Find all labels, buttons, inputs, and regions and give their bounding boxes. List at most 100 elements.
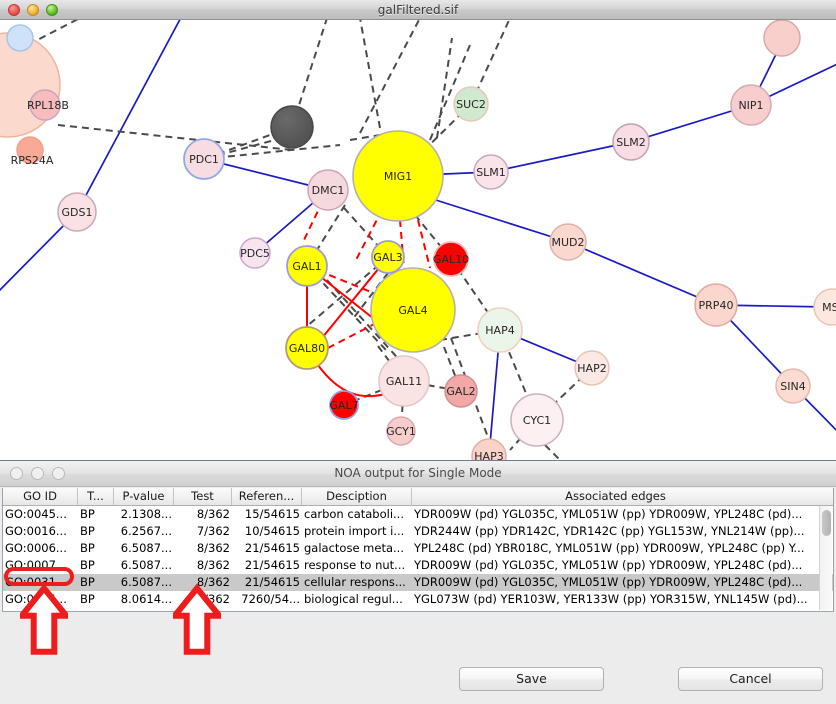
node-label-hap2: HAP2 — [577, 362, 606, 375]
network-graph[interactable]: RPL18B RPS24A GDS1 PDC1 PDC5 DMC1 MIG1 S… — [0, 20, 836, 460]
cell-type: BP — [80, 592, 95, 606]
cell-reference: 21/54615 — [244, 575, 300, 589]
cell-test: 7/362 — [196, 524, 230, 538]
network-nodes[interactable]: RPL18B RPS24A GDS1 PDC1 PDC5 DMC1 MIG1 S… — [0, 20, 836, 460]
table-vertical-scrollbar[interactable] — [819, 506, 832, 610]
noa-minimize-button[interactable] — [31, 467, 44, 480]
table-row[interactable]: GO:0006... BP 6.5087... 8/362 21/54615 galact… — [3, 540, 833, 557]
cell-description: protein import i... — [304, 524, 405, 538]
node-topleft-partial[interactable] — [6, 24, 34, 52]
table-row[interactable]: GO:0065...BP8.0614...94/3627260/54...bio… — [3, 591, 833, 608]
node-large-unlabeled[interactable] — [0, 32, 61, 138]
column-header-description[interactable]: Desciption — [302, 488, 412, 505]
node-unlabeled-gray[interactable] — [270, 105, 314, 149]
node-label-gal80: GAL80 — [289, 342, 325, 355]
node-gal4[interactable] — [370, 267, 456, 353]
cell-reference: 21/54615 — [244, 541, 300, 555]
table-body[interactable]: GO:0045... BP 2.1308... 8/362 15/54615 carbon… — [3, 506, 833, 611]
node-label-cyc1: CYC1 — [523, 414, 551, 427]
node-gal80[interactable] — [285, 326, 329, 370]
column-header-test[interactable]: Test — [174, 488, 232, 505]
node-rps24a[interactable] — [16, 136, 44, 164]
node-label-hap3: HAP3 — [474, 450, 503, 460]
cell-type: BP — [80, 524, 95, 538]
save-button[interactable]: Save — [459, 667, 604, 691]
cell-description: biological regul... — [304, 592, 403, 606]
cell-pvalue: 2.1308... — [120, 507, 172, 521]
column-header-pvalue[interactable]: P-value — [114, 488, 174, 505]
node-label-gal4: GAL4 — [398, 304, 427, 317]
node-label-sin4: SIN4 — [780, 380, 805, 393]
node-label-msi: MSI — [822, 301, 836, 314]
cell-pvalue: 6.2567... — [120, 524, 172, 538]
column-header-type[interactable]: T... — [78, 488, 114, 505]
table-row[interactable]: GO:0031...BP1.3324...11/362105/546...res… — [3, 608, 833, 611]
table-row[interactable]: GO:0007... BP 6.5087... 8/362 21/54615 respon… — [3, 557, 833, 574]
annotation-arrow-go-id — [20, 584, 68, 655]
node-slm2[interactable] — [612, 123, 650, 161]
node-label-pdc5: PDC5 — [240, 247, 270, 260]
scrollbar-thumb[interactable] — [822, 510, 831, 536]
cell-reference: 15/54615 — [244, 507, 300, 521]
node-label-mig1: MIG1 — [384, 170, 412, 183]
node-gal1[interactable] — [286, 245, 328, 287]
column-header-reference[interactable]: Referen... — [232, 488, 302, 505]
node-rpl18b[interactable] — [29, 89, 61, 121]
node-gcy1[interactable] — [386, 416, 416, 446]
node-gal7[interactable] — [329, 390, 359, 420]
node-top-partial[interactable] — [763, 20, 801, 57]
node-gal10[interactable] — [433, 241, 469, 277]
cancel-button[interactable]: Cancel — [678, 667, 823, 691]
node-pdc5[interactable] — [239, 237, 271, 269]
node-label-gds1: GDS1 — [62, 206, 93, 219]
node-sin4[interactable] — [775, 368, 811, 404]
node-hap4[interactable] — [477, 307, 523, 353]
cell-description: response to nut... — [302, 608, 412, 611]
node-label-gal7: GAL7 — [329, 399, 358, 412]
node-hap3[interactable] — [471, 438, 507, 460]
node-suc2[interactable] — [453, 86, 489, 122]
network-canvas[interactable]: RPL18B RPS24A GDS1 PDC1 PDC5 DMC1 MIG1 S… — [0, 20, 836, 460]
noa-zoom-button[interactable] — [52, 467, 65, 480]
table-row[interactable]: GO:0031... BP 6.5087... 8/362 21/54615 cellul… — [3, 574, 833, 591]
noa-close-button[interactable] — [10, 467, 23, 480]
node-mig1[interactable] — [352, 130, 444, 222]
noa-results-table[interactable]: GO ID T... P-value Test Referen... Desciption… — [2, 488, 834, 612]
noa-traffic-lights — [10, 467, 65, 480]
node-gal2[interactable] — [444, 374, 478, 408]
window-traffic-lights — [8, 4, 58, 16]
cell-pvalue: 8.0614... — [120, 592, 172, 606]
cell-pvalue: 6.5087... — [120, 575, 172, 589]
node-label-gal10: GAL10 — [433, 253, 469, 266]
node-label-gcy1: GCY1 — [386, 425, 416, 438]
cell-edges: YDR009W (pd) YGL035C, YML051W (pp) YDR00… — [414, 507, 803, 521]
node-gal3[interactable] — [371, 240, 405, 274]
node-prp40[interactable] — [694, 283, 738, 327]
node-label-gal1: GAL1 — [292, 260, 321, 273]
table-header-row[interactable]: GO ID T... P-value Test Referen... Desciption… — [3, 488, 833, 506]
node-gal11[interactable] — [378, 355, 430, 407]
node-gds1[interactable] — [57, 192, 97, 232]
cell-pvalue: 1.3324... — [114, 608, 174, 611]
cell-reference: 7260/54... — [241, 592, 300, 606]
node-nip1[interactable] — [730, 84, 772, 126]
node-pdc1[interactable] — [183, 138, 225, 180]
close-button[interactable] — [8, 4, 20, 16]
column-header-edges[interactable]: Associated edges — [565, 489, 666, 503]
zoom-button[interactable] — [46, 4, 58, 16]
cell-go_id: GO:0007... — [5, 558, 67, 572]
cell-type: BP — [80, 541, 95, 555]
node-hap2[interactable] — [574, 350, 610, 386]
cell-type: BP — [80, 507, 95, 521]
minimize-button[interactable] — [27, 4, 39, 16]
table-row[interactable]: GO:0016... BP 6.2567... 7/362 10/54615 protei… — [3, 523, 833, 540]
table-row[interactable]: GO:0045... BP 2.1308... 8/362 15/54615 carbon… — [3, 506, 833, 523]
node-mud2[interactable] — [549, 223, 587, 261]
column-header-go_id[interactable]: GO ID — [3, 488, 78, 505]
node-dmc1[interactable] — [307, 169, 349, 211]
node-cyc1[interactable] — [510, 393, 564, 447]
cell-test: 8/362 — [196, 507, 230, 521]
node-msi[interactable] — [813, 288, 836, 326]
node-slm1[interactable] — [473, 154, 509, 190]
